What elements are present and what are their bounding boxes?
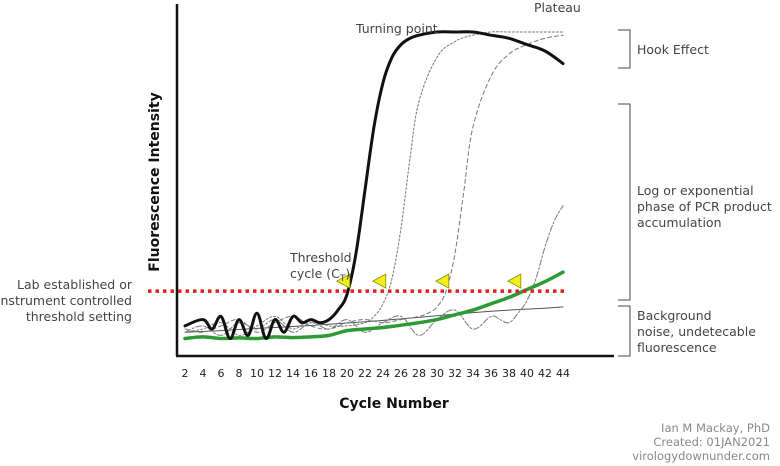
x-tick-40: 40 bbox=[520, 367, 534, 380]
x-tick-4: 4 bbox=[200, 367, 207, 380]
plateau-label: Plateau bbox=[534, 0, 581, 15]
x-tick-38: 38 bbox=[502, 367, 516, 380]
series-line-green bbox=[183, 270, 565, 341]
x-tick-24: 24 bbox=[376, 367, 390, 380]
x-tick-2: 2 bbox=[182, 367, 189, 380]
x-tick-20: 20 bbox=[340, 367, 354, 380]
turning-point-label: Turning point bbox=[355, 21, 438, 36]
x-tick-6: 6 bbox=[218, 367, 225, 380]
series-line-grey-baseline bbox=[184, 306, 564, 333]
annotations: Fluorescence Intensity Cycle Number Turn… bbox=[0, 0, 772, 412]
background-line-2: noise, undetecable bbox=[637, 324, 756, 339]
threshold-layer bbox=[148, 273, 565, 293]
log-phase-line-3: accumulation bbox=[637, 215, 722, 230]
x-tick-22: 22 bbox=[358, 367, 372, 380]
threshold-cycle-text: cycle (C bbox=[290, 266, 340, 281]
x-tick-16: 16 bbox=[304, 367, 318, 380]
credit-author: Ian M Mackay, PhD bbox=[661, 421, 770, 435]
x-tick-36: 36 bbox=[484, 367, 498, 380]
log-phase-line-2: phase of PCR product bbox=[637, 199, 772, 214]
credit-site: virologydownunder.com bbox=[632, 449, 770, 463]
threshold-setting-line-2: instrument controlled bbox=[0, 293, 132, 308]
threshold-setting-line-3: threshold setting bbox=[26, 309, 132, 324]
threshold-cycle-marker-3 bbox=[434, 273, 450, 289]
threshold-cycle-marker-1 bbox=[335, 273, 351, 289]
x-tick-44: 44 bbox=[556, 367, 570, 380]
x-tick-32: 32 bbox=[448, 367, 462, 380]
x-tick-8: 8 bbox=[236, 367, 243, 380]
x-tick-34: 34 bbox=[466, 367, 480, 380]
log-phase-line-1: Log or exponential bbox=[637, 183, 754, 198]
log-phase-bracket bbox=[618, 103, 631, 301]
x-tick-18: 18 bbox=[322, 367, 336, 380]
background-bracket bbox=[618, 305, 631, 357]
axes bbox=[175, 4, 614, 358]
x-tick-labels: 2 4 6 8 10 12 14 16 18 20 22 24 26 28 30 32 34 36 38 40 42 44 bbox=[182, 367, 571, 380]
x-tick-10: 10 bbox=[250, 367, 264, 380]
threshold-cycle-marker-4 bbox=[506, 273, 522, 289]
series-line-grey-dotted bbox=[184, 31, 564, 336]
brackets bbox=[618, 29, 631, 357]
hook-effect-bracket bbox=[618, 29, 631, 69]
credit-block: Ian M Mackay, PhD Created: 01JAN2021 vir… bbox=[632, 421, 770, 463]
x-axis-label: Cycle Number bbox=[339, 396, 449, 412]
series-layer bbox=[183, 30, 565, 341]
threshold-cycle-marker-2 bbox=[371, 273, 387, 289]
series-line-black-thick bbox=[183, 30, 565, 341]
threshold-setting-line-1: Lab established or bbox=[17, 277, 133, 292]
threshold-cycle-paren: ) bbox=[345, 266, 350, 281]
x-tick-28: 28 bbox=[412, 367, 426, 380]
x-tick-14: 14 bbox=[286, 367, 300, 380]
x-tick-12: 12 bbox=[268, 367, 282, 380]
threshold-cycle-label-2: cycle (CT) bbox=[290, 266, 350, 284]
x-tick-30: 30 bbox=[430, 367, 444, 380]
hook-effect-label: Hook Effect bbox=[637, 42, 709, 57]
threshold-cycle-subscript: T bbox=[339, 274, 346, 284]
x-tick-26: 26 bbox=[394, 367, 408, 380]
series-line-grey-dashed bbox=[184, 34, 564, 333]
x-tick-42: 42 bbox=[538, 367, 552, 380]
y-axis-label: Fluorescence Intensity bbox=[147, 92, 163, 271]
threshold-cycle-label-1: Threshold bbox=[289, 250, 352, 265]
series-line-grey-dashdot bbox=[184, 205, 564, 336]
background-line-1: Background bbox=[637, 308, 712, 323]
background-line-3: fluorescence bbox=[637, 340, 717, 355]
credit-created: Created: 01JAN2021 bbox=[653, 435, 770, 449]
